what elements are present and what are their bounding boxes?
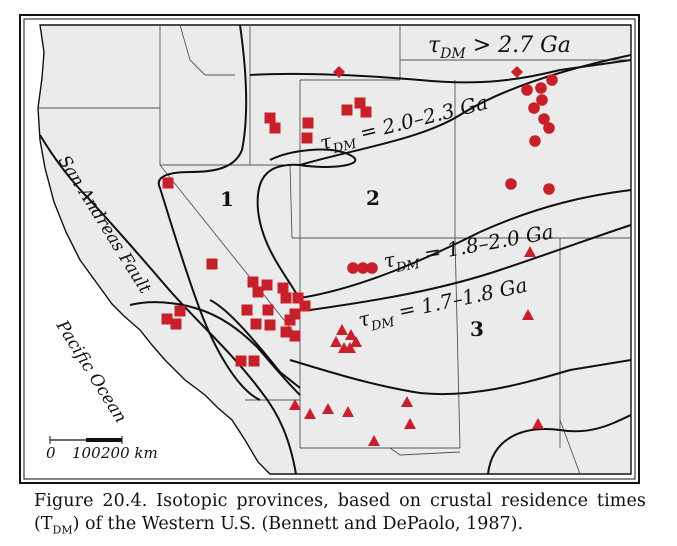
square-marker (289, 308, 301, 320)
circle-marker (357, 262, 369, 274)
square-markers (161, 97, 372, 367)
triangle-marker (322, 403, 334, 414)
square-marker (252, 286, 264, 298)
circle-marker (505, 178, 517, 190)
diamond-marker (333, 66, 345, 78)
square-marker (264, 112, 276, 124)
square-marker (292, 292, 304, 304)
diamond-marker (511, 66, 523, 78)
square-marker (250, 318, 262, 330)
triangle-marker (368, 435, 380, 446)
triangle-marker (336, 324, 348, 335)
circle-marker (529, 135, 541, 147)
province-boundaries (39, 24, 632, 475)
triangle-marker (330, 336, 342, 347)
label-tau-gt-2-7: τDM > 2.7 Ga (428, 33, 571, 62)
square-marker (206, 258, 218, 270)
scale-label-0: 0 (46, 444, 56, 462)
circle-marker (528, 102, 540, 114)
label-province-3: 3 (470, 317, 484, 341)
square-marker (341, 104, 353, 116)
triangle-marker (401, 396, 413, 407)
circle-marker (366, 262, 378, 274)
caption-line-1: Figure 20.4. Isotopic provinces, based o… (34, 491, 646, 511)
square-marker (280, 326, 292, 338)
map-frame-outer (19, 14, 640, 484)
triangle-marker (345, 329, 357, 340)
square-marker (241, 304, 253, 316)
triangle-marker (344, 342, 356, 353)
label-province-1: 1 (220, 187, 234, 211)
circle-marker (543, 122, 555, 134)
land-area (37, 24, 632, 475)
circle-marker (536, 94, 548, 106)
caption-line-2: (TDM) of the Western U.S. (Bennett and D… (34, 514, 524, 537)
square-marker (262, 304, 274, 316)
square-marker (299, 300, 311, 312)
circle-marker (521, 84, 533, 96)
triangle-markers (289, 246, 544, 446)
circle-markers (347, 74, 558, 274)
figure-caption: Figure 20.4. Isotopic provinces, based o… (34, 490, 646, 542)
isotopic-provinces-map: τDM > 2.7 Ga τDM = 2.0–2.3 Ga τDM = 1.8–… (19, 14, 640, 484)
square-marker (247, 276, 259, 288)
square-marker (280, 292, 292, 304)
scale-bar: 0 100 200 km (46, 436, 158, 462)
triangle-marker (522, 309, 534, 320)
square-marker (302, 117, 314, 129)
square-marker (269, 122, 281, 134)
square-marker (354, 97, 366, 109)
square-marker (261, 279, 273, 291)
label-province-2: 2 (366, 186, 380, 210)
diamond-markers (333, 66, 523, 78)
square-marker (162, 177, 174, 189)
square-marker (360, 106, 372, 118)
square-marker (264, 319, 276, 331)
circle-marker (546, 74, 558, 86)
triangle-marker (342, 406, 354, 417)
square-marker (161, 313, 173, 325)
circle-marker (543, 183, 555, 195)
scale-label-100: 100 (72, 444, 101, 462)
triangle-marker (304, 408, 316, 419)
triangle-marker (404, 418, 416, 429)
state-borders (38, 24, 631, 475)
circle-marker (535, 82, 547, 94)
square-marker (289, 330, 301, 342)
triangle-marker (532, 418, 544, 429)
square-marker (248, 355, 260, 367)
square-marker (301, 132, 313, 144)
square-marker (170, 318, 182, 330)
triangle-marker (350, 336, 362, 347)
circle-marker (538, 113, 550, 125)
square-marker (174, 305, 186, 317)
scale-label-200: 200 km (100, 444, 158, 462)
square-marker (277, 282, 289, 294)
square-marker (284, 314, 296, 326)
square-marker (235, 355, 247, 367)
triangle-marker (524, 246, 536, 257)
circle-marker (347, 262, 359, 274)
triangle-marker (289, 399, 301, 410)
